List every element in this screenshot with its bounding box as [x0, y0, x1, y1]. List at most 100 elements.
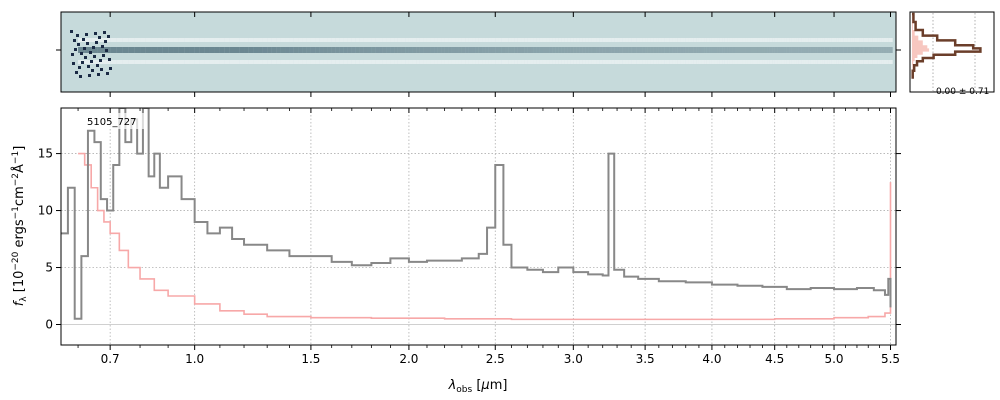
trace-column	[888, 47, 891, 53]
trace-band-upper	[276, 38, 281, 42]
trace-band-upper	[614, 38, 618, 42]
trace-band-upper	[441, 38, 445, 42]
trace-column	[870, 47, 873, 53]
trace-band-lower	[683, 60, 686, 64]
trace-column	[729, 47, 733, 53]
trace-column	[412, 47, 417, 53]
trace-band-lower	[831, 60, 835, 64]
trace-column	[685, 47, 689, 53]
trace-column	[714, 47, 718, 53]
trace-band-upper	[555, 38, 559, 42]
trace-band-lower	[567, 60, 571, 64]
trace-column	[178, 47, 185, 53]
trace-band-upper	[784, 38, 787, 42]
trace-column	[375, 47, 380, 53]
trace-column	[451, 47, 456, 53]
trace-column	[779, 47, 782, 53]
trace-band-upper	[347, 38, 352, 42]
trace-noise-pixel	[71, 53, 74, 56]
trace-band-upper	[315, 38, 320, 42]
trace-band-lower	[488, 60, 492, 64]
trace-column	[262, 47, 268, 53]
trace-band-upper	[293, 38, 299, 42]
trace-band-upper	[661, 38, 665, 42]
trace-band-lower	[714, 60, 718, 64]
spectrum-2d-panel	[56, 11, 901, 97]
trace-column	[110, 47, 117, 53]
trace-band-upper	[677, 38, 681, 42]
trace-band-lower	[339, 60, 344, 64]
trace-band-upper	[831, 38, 835, 42]
trace-band-upper	[688, 38, 692, 42]
trace-column	[491, 47, 496, 53]
trace-band-lower	[856, 60, 860, 64]
trace-band-lower	[585, 60, 589, 64]
trace-band-lower	[881, 60, 884, 64]
trace-column	[617, 47, 620, 53]
trace-band-upper	[419, 38, 424, 42]
trace-band-lower	[533, 60, 537, 64]
trace-band-upper	[363, 38, 368, 42]
plot-area	[61, 108, 896, 345]
trace-band-lower	[122, 60, 129, 64]
trace-band-lower	[162, 60, 169, 64]
trace-column	[542, 47, 547, 53]
trace-band-upper	[128, 38, 135, 42]
trace-band-upper	[485, 38, 489, 42]
trace-band-lower	[779, 60, 782, 64]
trace-band-lower	[870, 60, 873, 64]
trace-column	[852, 47, 855, 53]
trace-column	[759, 47, 763, 53]
trace-band-lower	[691, 60, 694, 64]
trace-band-lower	[508, 60, 512, 64]
trace-band-upper	[596, 38, 600, 42]
trace-column	[567, 47, 571, 53]
trace-band-lower	[772, 60, 775, 64]
trace-column	[666, 47, 670, 53]
trace-band-lower	[696, 60, 699, 64]
trace-band-lower	[408, 60, 413, 64]
trace-band-lower	[134, 60, 141, 64]
trace-band-lower	[394, 60, 398, 64]
trace-band-upper	[777, 38, 780, 42]
trace-band-upper	[465, 38, 469, 42]
trace-band-upper	[742, 38, 746, 42]
trace-column	[786, 47, 790, 53]
trace-column	[229, 47, 235, 53]
series-line	[61, 108, 892, 320]
trace-band-lower	[351, 60, 356, 64]
trace-column	[593, 47, 597, 53]
spectrum-2d-frame	[60, 11, 897, 93]
trace-band-lower	[631, 60, 634, 64]
trace-band-upper	[140, 38, 146, 42]
trace-band-lower	[593, 60, 597, 64]
trace-band-upper	[706, 38, 710, 42]
trace-band-lower	[745, 60, 748, 64]
trace-column	[478, 47, 483, 53]
trace-band-lower	[727, 60, 730, 64]
trace-band-upper	[582, 38, 586, 42]
trace-band-lower	[614, 60, 618, 64]
trace-band-lower	[602, 60, 606, 64]
trace-column	[323, 47, 328, 53]
x-tick-label: 2.0	[399, 352, 418, 366]
trace-band-upper	[561, 38, 565, 42]
trace-column	[717, 47, 720, 53]
trace-band-upper	[709, 38, 712, 42]
trace-band-upper	[666, 38, 670, 42]
trace-column	[558, 47, 562, 53]
trace-column	[798, 47, 802, 53]
trace-column	[827, 47, 830, 53]
trace-band-lower	[549, 60, 553, 64]
trace-band-upper	[669, 38, 673, 42]
trace-column	[573, 47, 577, 53]
trace-band-lower	[840, 60, 844, 64]
trace-band-lower	[755, 60, 758, 64]
trace-band-upper	[298, 38, 303, 42]
trace-band-upper	[852, 38, 855, 42]
trace-band-lower	[767, 60, 770, 64]
trace-band-lower	[633, 60, 637, 64]
trace-band-lower	[527, 60, 531, 64]
trace-noise-pixel	[91, 69, 94, 72]
trace-band-upper	[890, 38, 893, 42]
